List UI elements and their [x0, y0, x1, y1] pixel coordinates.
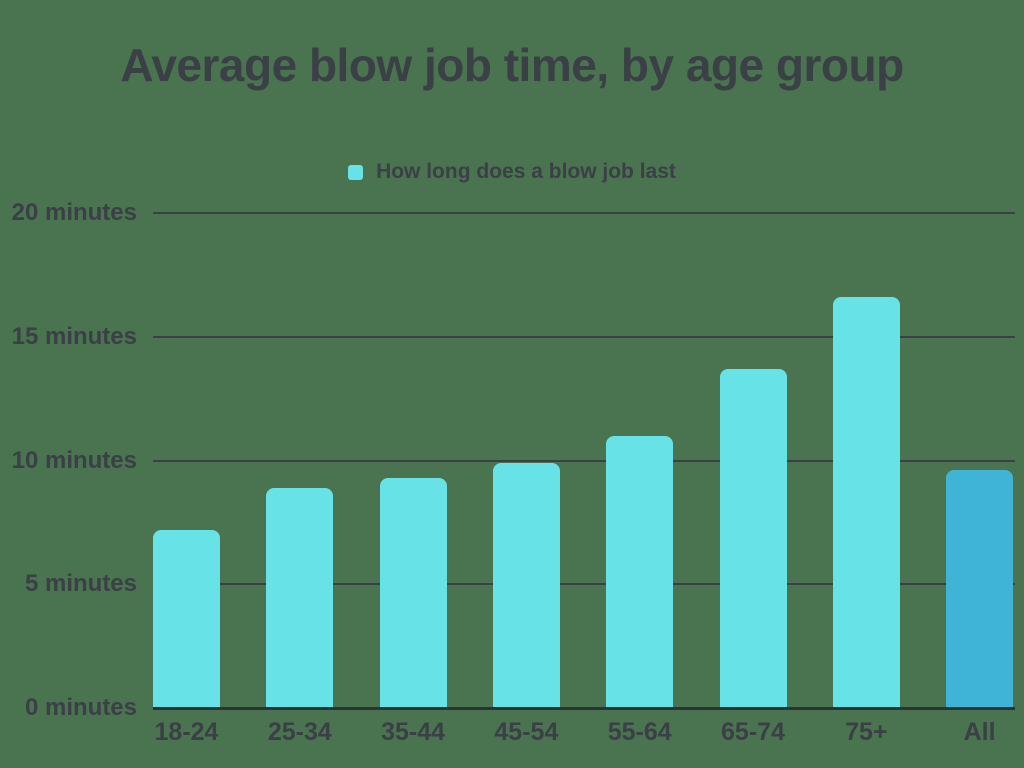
bar-35-44[interactable] [379, 477, 447, 708]
bar-45-54[interactable] [492, 462, 560, 708]
x-tick-label-45-54: 45-54 [494, 718, 559, 746]
legend-label: How long does a blow job last [376, 160, 676, 183]
x-tick-label-65-74: 65-74 [721, 718, 785, 746]
x-tick-label-25-34: 25-34 [267, 718, 332, 746]
y-tick-label-15: 15 minutes [11, 322, 137, 350]
gridline-20 [153, 212, 1015, 214]
y-tick-label-10: 10 minutes [11, 446, 137, 474]
x-tick-label-18-24: 18-24 [154, 718, 219, 746]
x-axis-labels: 18-24 25-34 35-44 45-54 55-64 65-74 75+ All [153, 718, 1015, 752]
gridline-10 [153, 459, 1015, 462]
gridline-15 [153, 335, 1015, 338]
bar-all[interactable] [946, 470, 1014, 708]
x-axis-line [153, 707, 1015, 710]
y-tick-label-0: 0 minutes [24, 694, 137, 721]
bar-75-[interactable] [832, 297, 900, 708]
bar-25-34[interactable] [266, 487, 334, 708]
chart-title: Average blow job time, by age group [120, 39, 904, 91]
y-tick-label-5: 5 minutes [24, 570, 137, 598]
bar-18-24[interactable] [153, 529, 220, 708]
bar-55-64[interactable] [606, 435, 674, 708]
x-tick-label-35-44: 35-44 [381, 718, 446, 746]
y-axis-labels: 0 minutes 5 minutes 10 minutes 15 minutes 20… [0, 0, 137, 768]
y-tick-label-20: 20 minutes [11, 199, 137, 226]
gridline-5 [153, 583, 1015, 586]
x-tick-label-all: All [963, 718, 996, 746]
legend[interactable]: How long does a blow job last [0, 160, 1024, 184]
x-tick-label-75-: 75+ [845, 718, 888, 746]
plot-area [153, 212, 1015, 710]
bar-65-74[interactable] [719, 368, 787, 708]
legend-swatch-icon [348, 164, 364, 180]
x-tick-label-55-64: 55-64 [607, 718, 672, 746]
